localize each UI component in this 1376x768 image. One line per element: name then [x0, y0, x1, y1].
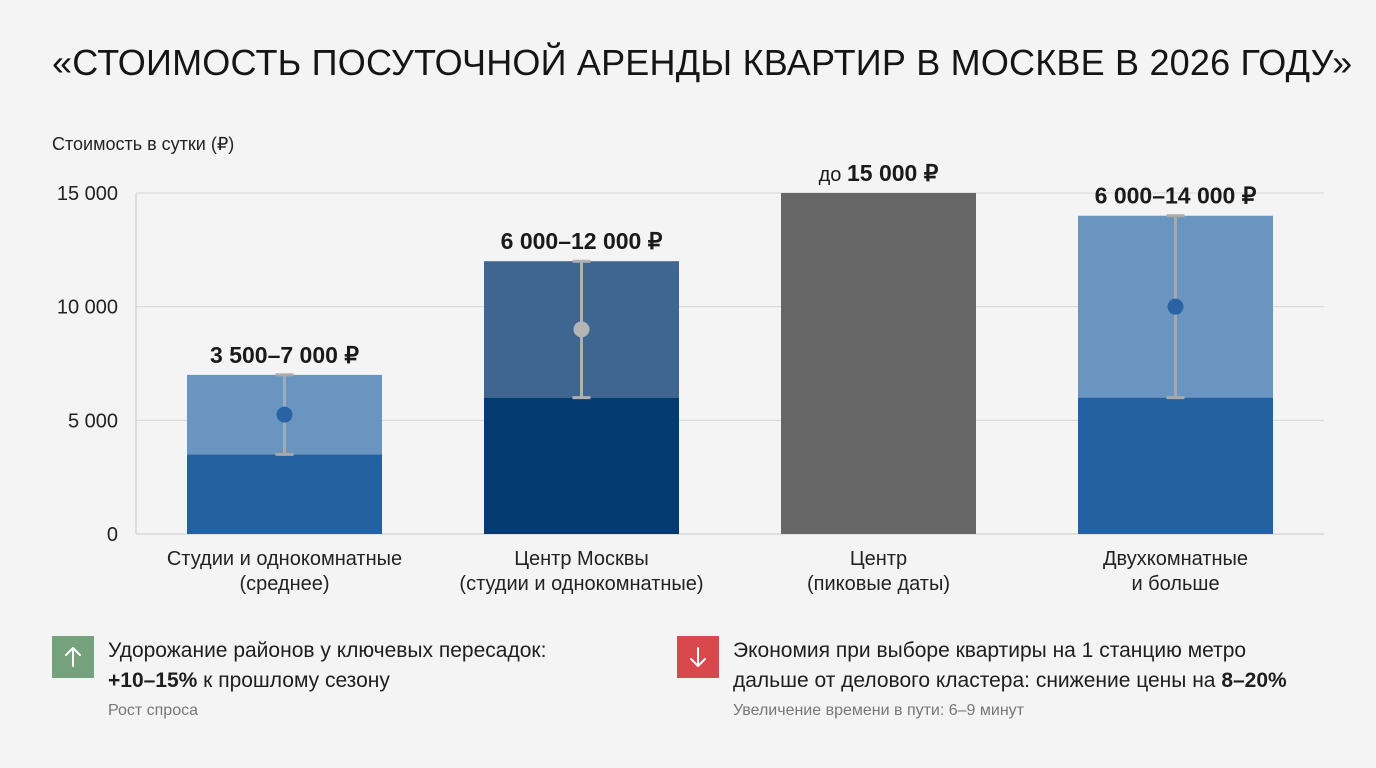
y-ticks: 0 5 000 10 000 15 000: [57, 183, 118, 546]
arrow-down-icon: [690, 647, 706, 667]
page-title: «СТОИМОСТЬ ПОСУТОЧНОЙ АРЕНДЫ КВАРТИР В М…: [52, 42, 1353, 83]
x-tick-label: (среднее): [239, 573, 329, 595]
bar-group: 6 000–14 000 ₽: [1078, 183, 1273, 534]
bar-group: 3 500–7 000 ₽: [187, 342, 382, 534]
x-tick-label: и больше: [1131, 573, 1219, 595]
bar-value-label: 6 000–12 000 ₽: [501, 228, 663, 254]
bar-marker: [276, 406, 293, 423]
bar-value-text: 6 000–14 000 ₽: [1095, 183, 1257, 209]
bar-marker: [1167, 298, 1184, 315]
y-tick-label: 0: [107, 524, 118, 546]
note-2-sub: Увеличение времени в пути: 6–9 минут: [733, 702, 1024, 719]
bar-value-label: до 15 000 ₽: [819, 160, 939, 186]
bar-marker: [573, 321, 590, 338]
note-metro-savings: Экономия при выборе квартиры на 1 станци…: [733, 636, 1287, 696]
note-transfer-districts: Удорожание районов у ключевых пересадок:…: [108, 636, 546, 696]
bar-value-prefix: до: [819, 164, 847, 186]
bar-value-text: 15 000 ₽: [847, 160, 939, 186]
bar-value-text: 6 000–12 000 ₽: [501, 228, 663, 254]
bar-base: [781, 193, 976, 534]
note-2-line-1: Экономия при выборе квартиры на 1 станци…: [733, 639, 1247, 662]
x-tick-label: Двухкомнатные: [1103, 548, 1248, 570]
bar-value-label: 6 000–14 000 ₽: [1095, 183, 1257, 209]
arrow-up-icon: [65, 647, 81, 667]
y-tick-label: 5 000: [68, 410, 118, 432]
note-2-line-2-text: дальше от делового кластера: снижение це…: [733, 669, 1222, 692]
x-tick-label: Студии и однокомнатные: [167, 548, 402, 570]
x-tick-label: Центр Москвы: [514, 548, 649, 570]
bar-base: [1078, 397, 1273, 534]
note-1-line-2: +10–15% к прошлому сезону: [108, 666, 546, 696]
bar-group: 6 000–12 000 ₽: [484, 228, 679, 534]
x-tick-label: (студии и однокомнатные): [459, 573, 703, 595]
note-2-line-2: дальше от делового кластера: снижение це…: [733, 666, 1287, 696]
x-tick-labels: Студии и однокомнатные (среднее) Центр Мос…: [167, 548, 1248, 595]
range-bar-chart: Стоимость в сутки (₽) 0 5 000 10 000 15 000…: [52, 134, 1324, 595]
bar-value-text: 3 500–7 000 ₽: [210, 342, 359, 368]
x-tick-label: (пиковые даты): [807, 573, 950, 595]
note-1-line-1: Удорожание районов у ключевых пересадок:: [108, 639, 547, 662]
note-down-icon-box: [677, 636, 719, 678]
bar-base: [187, 454, 382, 534]
note-2-emphasis: 8–20%: [1221, 669, 1287, 692]
note-up-icon-box: [52, 636, 94, 678]
bar-base: [484, 397, 679, 534]
y-tick-label: 10 000: [57, 297, 118, 319]
y-axis-label: Стоимость в сутки (₽): [52, 134, 234, 154]
note-1-emphasis: +10–15%: [108, 669, 198, 692]
bar-value-label: 3 500–7 000 ₽: [210, 342, 359, 368]
y-tick-label: 15 000: [57, 183, 118, 205]
x-tick-label: Центр: [850, 548, 907, 570]
bar-group: до 15 000 ₽: [781, 160, 976, 534]
note-1-sub: Рост спроса: [108, 702, 198, 719]
bars: 3 500–7 000 ₽ 6 000–12 000 ₽ до 15 000 ₽ 6 …: [187, 160, 1273, 534]
note-1-after: к прошлому сезону: [197, 669, 390, 692]
